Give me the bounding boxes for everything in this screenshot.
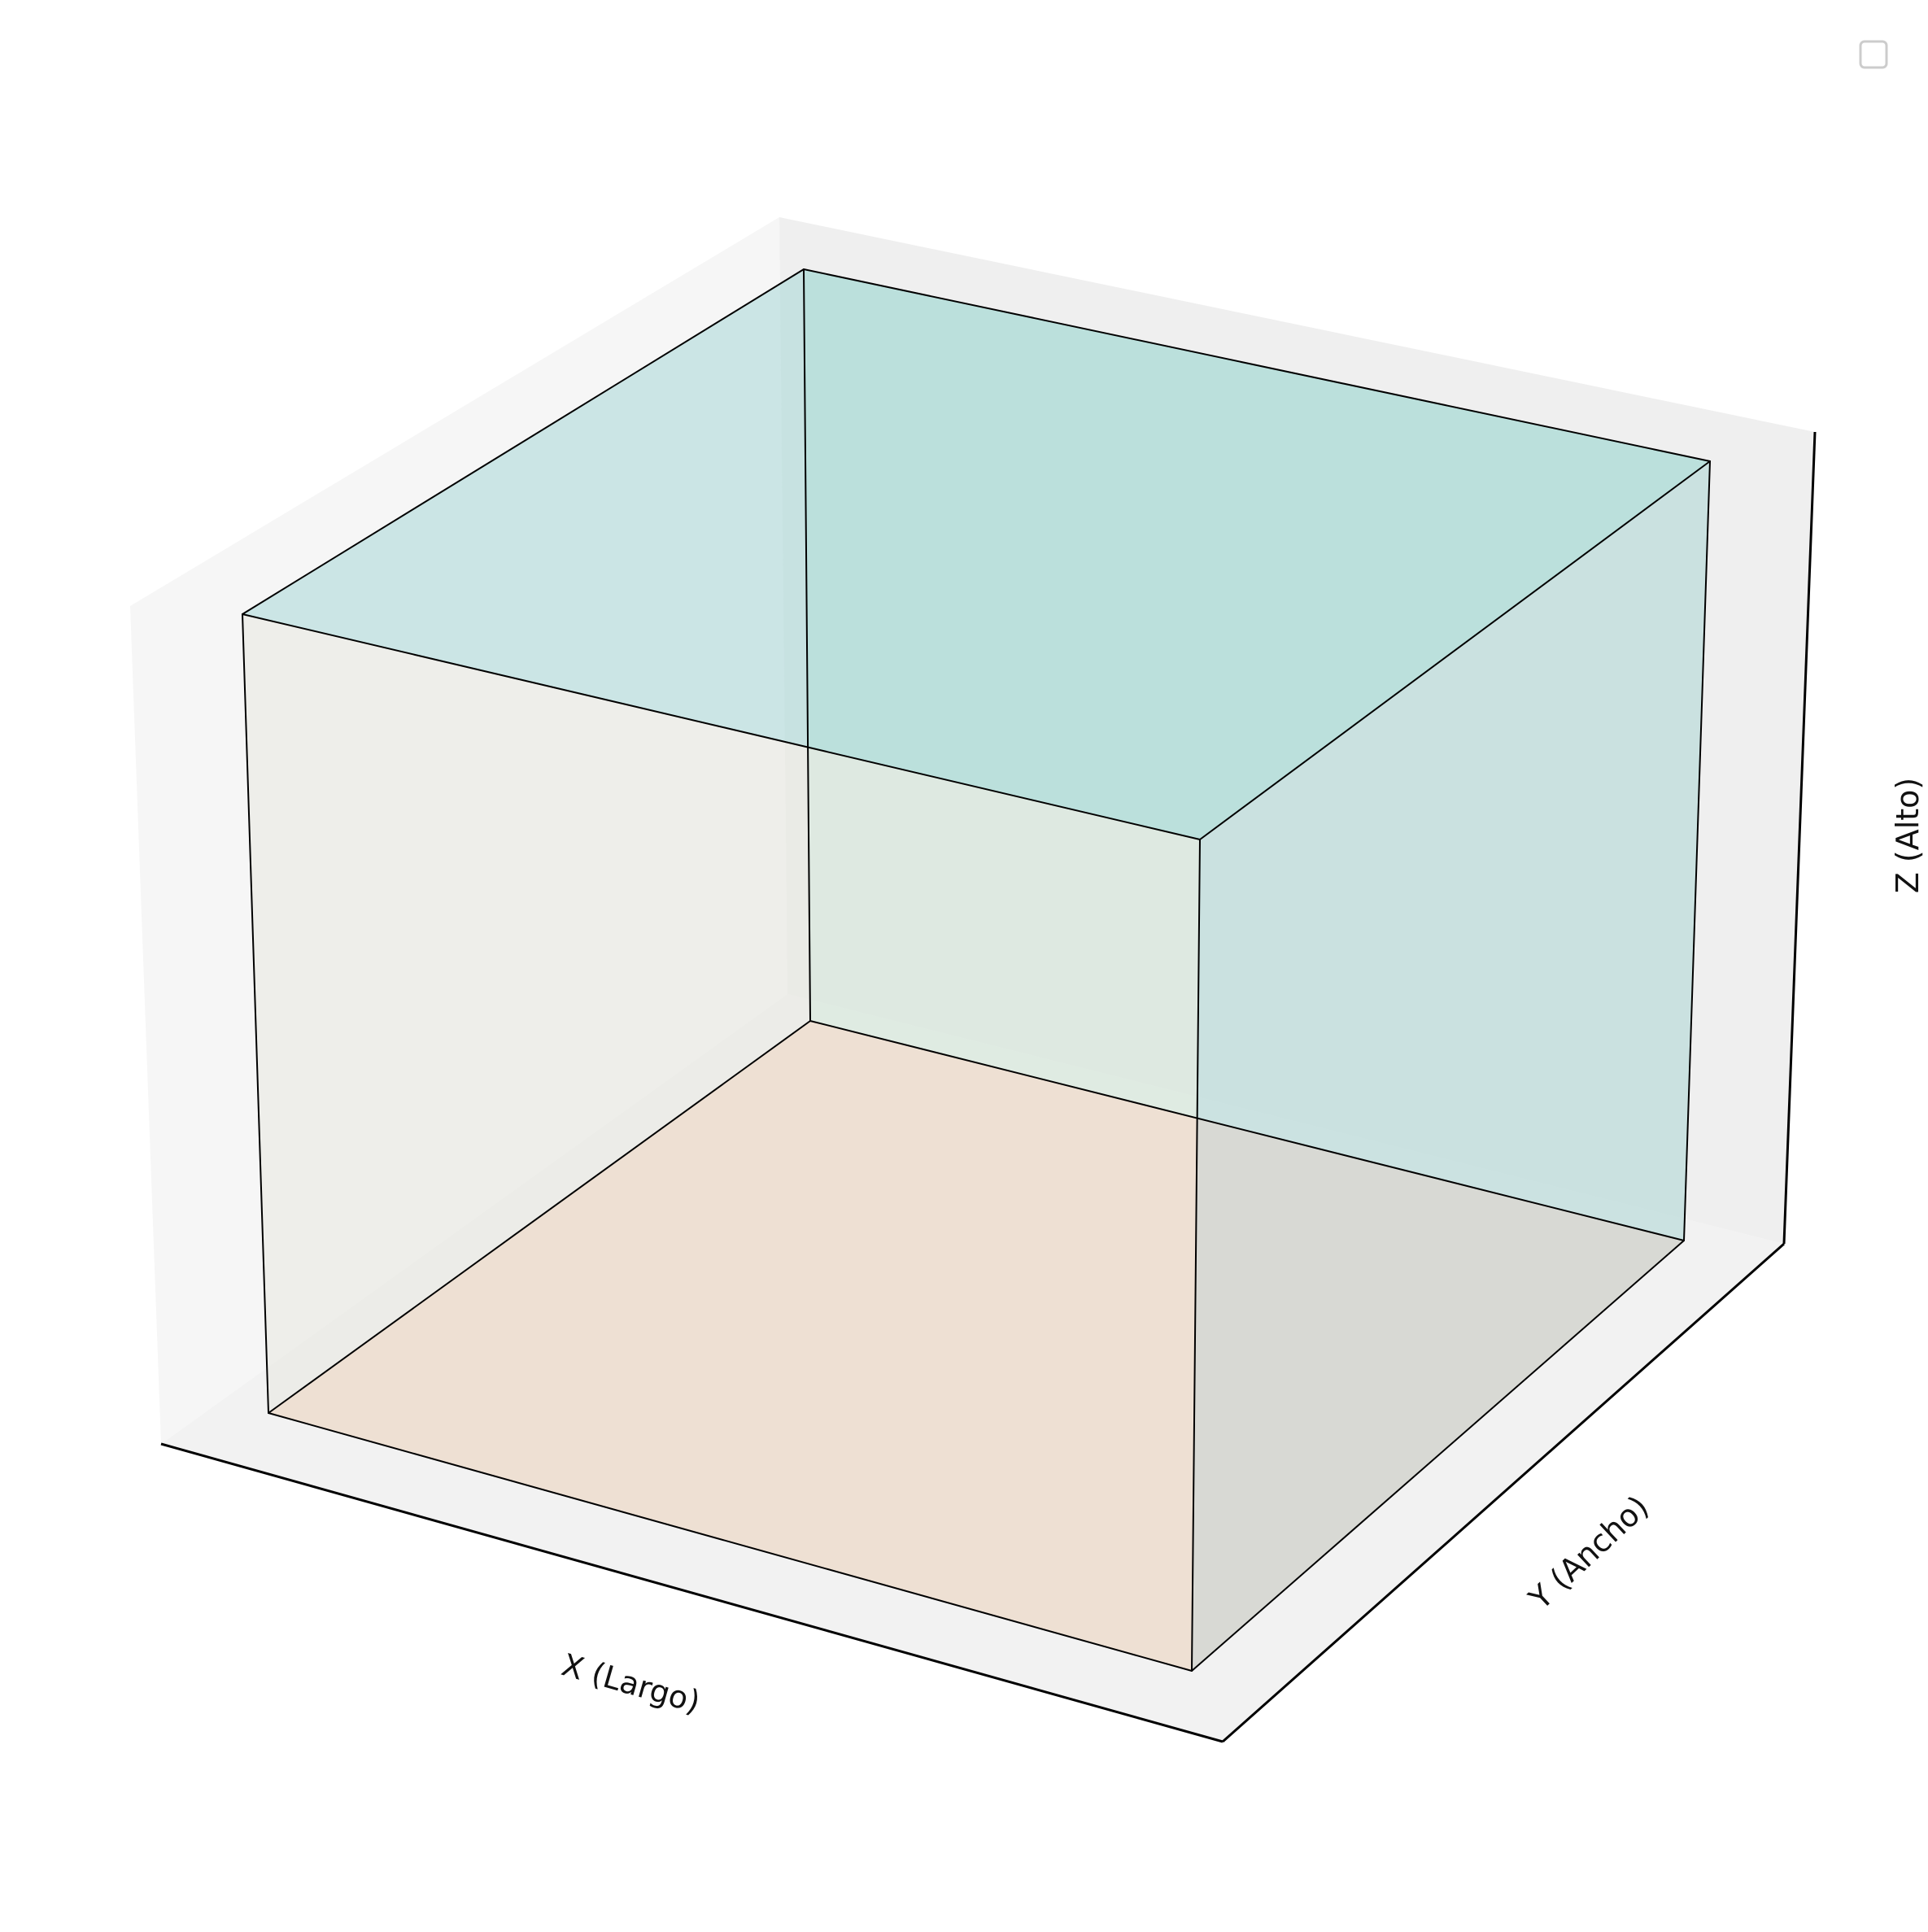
box-edge-bbl-bfl [268,1020,811,1414]
box-edge-tfr-tbr [1199,460,1711,840]
box-face-front [242,614,1200,1671]
box-face-back [804,269,1710,1241]
box-edge-bbl-tbl [803,268,811,1022]
box-edge-tfl-tfr [242,613,1201,840]
x-axis-label: X (Largo) [558,1646,704,1720]
box-face-top [242,269,1710,840]
box-edge-bfl-bfr [268,1412,1193,1672]
legend-box [1859,40,1888,69]
box-edge-tbr-tbl [803,268,1711,462]
box-edge-bbr-bbl [809,1020,1685,1241]
box-face-right [1192,461,1710,1671]
box-face-left [242,269,810,1413]
y-axis-label: Y (Ancho) [1521,1489,1655,1617]
box-edge-bfr-bbr [1191,1240,1685,1672]
box-faces [242,269,1710,1671]
box-edges [242,268,1711,1672]
back-pane [779,217,1815,1244]
box-edge-tbl-tfl [242,268,805,615]
left-pane [130,217,787,1444]
x-axis-line [160,1442,1224,1743]
z-axis-label: Z (Alto) [1890,778,1926,893]
box-edge-bbr-tbr [1683,460,1711,1241]
box-edge-bfl-tfl [242,613,269,1414]
y-axis-line [1222,1242,1785,1743]
box-edge-bfr-tfr [1191,839,1201,1672]
axis-lines [160,431,1817,1743]
z-axis-line [1782,431,1817,1245]
box-face-bottom [268,1021,1684,1671]
